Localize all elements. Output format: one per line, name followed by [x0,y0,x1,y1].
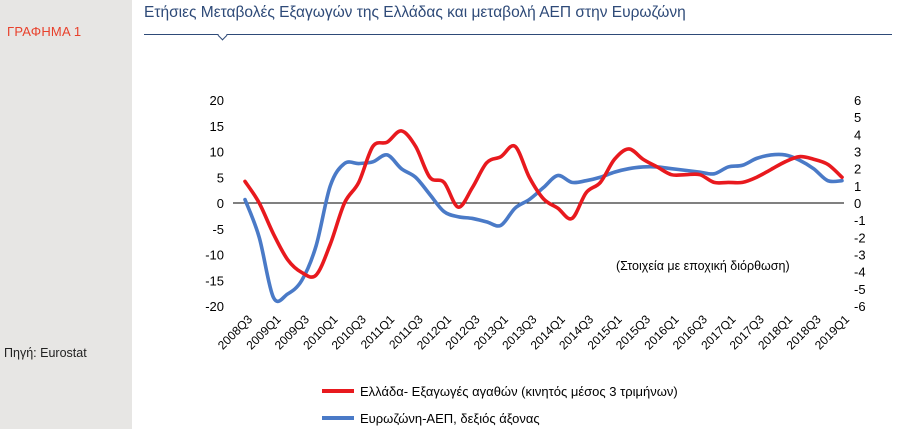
right-axis-tick-label: -1 [854,213,866,228]
source-label: Πηγή: Eurostat [4,346,87,360]
left-axis-tick-label: -5 [212,222,224,237]
graph-number-label: ΓΡΑΦΗΜΑ 1 [7,24,82,39]
axes-layer: 20151050-5-10-15-206543210-1-2-3-4-5-620… [205,93,865,352]
title-underline [144,34,892,35]
right-axis-tick-label: 2 [854,162,861,177]
left-axis-tick-label: -10 [205,248,224,263]
chart-title: Ετήσιες Μεταβολές Εξαγωγών της Ελλάδας κ… [144,4,686,21]
left-sidebar: ΓΡΑΦΗΜΑ 1 Πηγή: Eurostat [0,0,132,429]
series-line-eurozone-gdp [243,152,844,304]
chart-panel: Ετήσιες Μεταβολές Εξαγωγών της Ελλάδας κ… [132,0,900,429]
left-axis-tick-label: -20 [205,299,224,314]
seasonal-adjustment-note: (Στοιχεία με εποχική διόρθωση) [616,259,790,273]
left-axis-tick-label: 20 [210,93,224,108]
right-axis-tick-label: -5 [854,282,866,297]
right-axis-tick-label: -3 [854,248,866,263]
left-axis-tick-label: 15 [210,119,224,134]
right-axis-tick-label: 1 [854,179,861,194]
series-layer [243,129,844,304]
left-axis-tick-label: 0 [217,196,224,211]
legend: Ελλάδα- Εξαγωγές αγαθών (κινητός μέσος 3… [322,384,678,426]
right-axis-tick-label: 3 [854,145,861,160]
legend-label-eurozone-gdp: Ευρωζώνη-ΑΕΠ, δεξιός άξονας [360,411,540,426]
right-axis-tick-label: -2 [854,230,866,245]
legend-label-greece-exports: Ελλάδα- Εξαγωγές αγαθών (κινητός μέσος 3… [360,384,678,399]
left-axis-tick-label: -15 [205,273,224,288]
right-axis-tick-label: 5 [854,110,861,125]
left-axis-tick-label: 10 [210,145,224,160]
right-axis-tick-label: 6 [854,93,861,108]
series-line-greece-exports [243,129,844,279]
line-chart: 20151050-5-10-15-206543210-1-2-3-4-5-620… [205,93,865,426]
right-axis-tick-label: 0 [854,196,861,211]
left-axis-tick-label: 5 [217,170,224,185]
right-axis-tick-label: -6 [854,299,866,314]
right-axis-tick-label: 4 [854,127,861,142]
right-axis-tick-label: -4 [854,265,866,280]
